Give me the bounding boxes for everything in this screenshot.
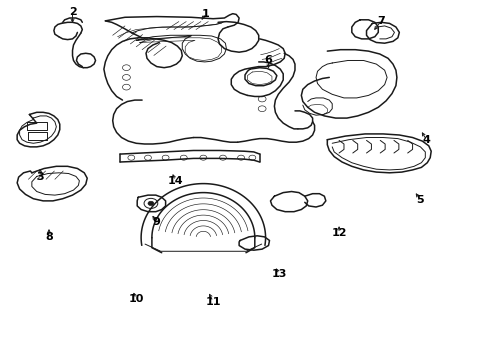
Text: 9: 9 bbox=[153, 217, 161, 228]
Circle shape bbox=[148, 201, 154, 206]
Text: 13: 13 bbox=[271, 269, 287, 279]
Text: 6: 6 bbox=[265, 55, 272, 66]
Text: 7: 7 bbox=[377, 16, 385, 26]
Text: 14: 14 bbox=[168, 176, 183, 186]
Text: 11: 11 bbox=[205, 297, 221, 307]
Text: 1: 1 bbox=[202, 9, 210, 19]
Text: 3: 3 bbox=[36, 172, 44, 182]
Text: 10: 10 bbox=[128, 294, 144, 304]
Text: 12: 12 bbox=[331, 228, 347, 238]
Text: 2: 2 bbox=[69, 6, 76, 17]
Text: 5: 5 bbox=[416, 195, 424, 205]
Text: 4: 4 bbox=[422, 135, 430, 145]
Text: 8: 8 bbox=[45, 232, 53, 242]
